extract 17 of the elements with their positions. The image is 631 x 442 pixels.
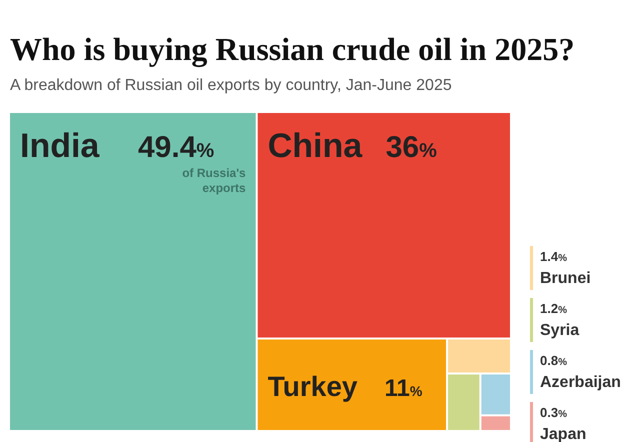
data-label: 11% bbox=[384, 374, 423, 402]
category-label: Brunei bbox=[540, 270, 591, 287]
category-label: India bbox=[20, 127, 100, 165]
category-label: Syria bbox=[540, 322, 580, 339]
category-label: China bbox=[268, 127, 364, 165]
data-label: 49.4% bbox=[138, 131, 214, 164]
text: Who is buying Russian crude oil in 2025? bbox=[10, 31, 575, 68]
data-label: 1.4% bbox=[540, 249, 568, 264]
data-label: 0.3% bbox=[540, 405, 568, 420]
data-label: 1.2% bbox=[540, 301, 568, 316]
data-label: 0.8% bbox=[540, 353, 568, 368]
text: of Russia's exports bbox=[182, 166, 246, 195]
category-label: Azerbaijan bbox=[540, 374, 621, 391]
category-label: Japan bbox=[540, 426, 586, 442]
category-label: Turkey bbox=[268, 370, 358, 402]
data-label: 36% bbox=[386, 131, 438, 164]
text: A breakdown of Russian oil exports by country, Jan-June 2025 bbox=[10, 77, 452, 94]
